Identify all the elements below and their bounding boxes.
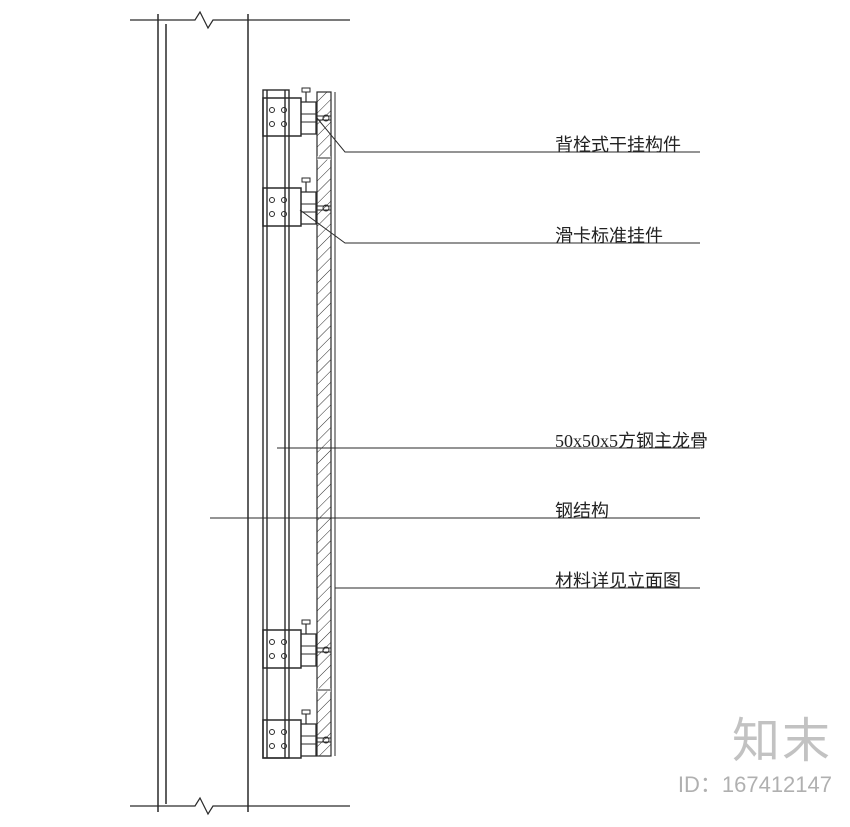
label-back-bolt: 背栓式干挂构件 xyxy=(555,131,681,157)
watermark-id: ID：167412147 xyxy=(678,767,832,799)
watermark-brand: 知末 xyxy=(732,701,832,771)
label-slide-clip: 滑卡标准挂件 xyxy=(555,222,663,248)
break-mark-top xyxy=(130,12,350,28)
technical-drawing xyxy=(0,0,850,827)
label-steel: 钢结构 xyxy=(555,497,609,523)
steel-column xyxy=(158,14,248,812)
label-material: 材料详见立面图 xyxy=(555,567,681,593)
label-main-keel: 50x50x5方钢主龙骨 xyxy=(555,427,708,453)
break-mark-bottom xyxy=(130,798,350,814)
cladding-panel xyxy=(317,92,331,756)
